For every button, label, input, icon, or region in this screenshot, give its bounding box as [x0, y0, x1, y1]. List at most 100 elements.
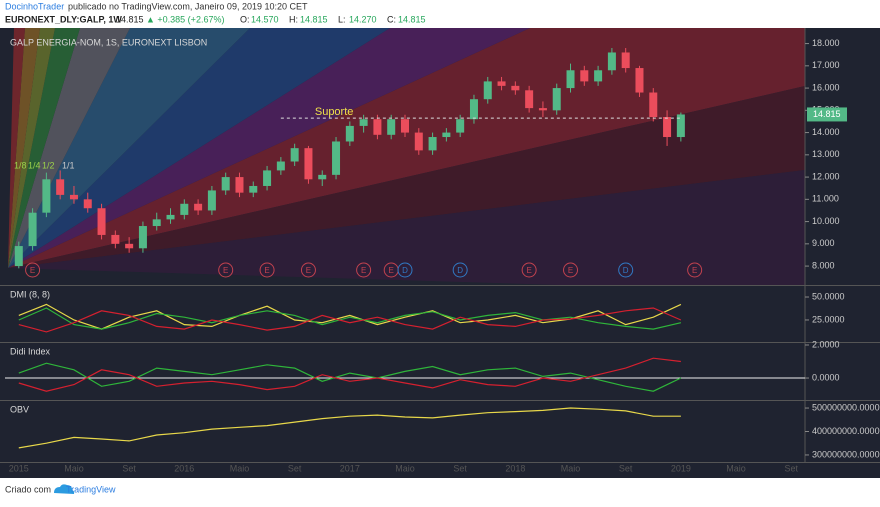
fan-band — [8, 170, 805, 285]
candle-body — [663, 117, 672, 138]
x-tick-label: 2017 — [340, 463, 360, 473]
fan-label: 1/8 — [14, 160, 27, 170]
event-marker — [259, 262, 275, 278]
series-line — [18, 357, 681, 392]
series-line — [18, 307, 682, 330]
candle-body — [359, 119, 368, 126]
y-tick-label: 400000000.0000 — [812, 426, 880, 436]
x-tick-label: 2015 — [9, 463, 29, 473]
candle-body — [28, 212, 37, 247]
candle-body — [469, 99, 478, 120]
ohlc-value: 14.815 — [300, 14, 328, 24]
event-label: E — [692, 266, 697, 275]
y-tick-label: 16.000 — [812, 82, 840, 92]
candle-body — [387, 119, 396, 135]
ohlc-label: L: — [338, 14, 346, 24]
x-tick-label: Set — [784, 463, 798, 473]
y-tick-label: 11.000 — [812, 194, 839, 204]
event-label: E — [389, 266, 394, 275]
x-tick-label: 2016 — [174, 463, 194, 473]
candle-body — [56, 179, 65, 195]
event-marker — [356, 262, 372, 278]
published: publicado no TradingView.com, Janeiro 09… — [68, 1, 308, 11]
y-tick-label: 500000000.0000 — [812, 402, 880, 412]
event-label: E — [30, 266, 35, 275]
candle-body — [401, 119, 409, 133]
support-label: Suporte — [315, 106, 354, 118]
series-line — [18, 362, 682, 392]
change: ▲ +0.385 (+2.67%) — [146, 14, 224, 24]
ohlc-label: O: — [240, 14, 250, 24]
fan-band — [8, 28, 80, 268]
event-marker — [397, 262, 413, 278]
candle-body — [580, 70, 589, 82]
event-marker — [452, 262, 468, 278]
event-label: D — [623, 266, 629, 275]
x-tick-label: Maio — [230, 463, 250, 473]
event-marker — [25, 262, 41, 278]
fan-band — [8, 28, 130, 268]
candle-body — [194, 203, 203, 211]
footer-text: Criado com — [5, 484, 51, 494]
event-label: D — [402, 266, 408, 275]
candle-body — [290, 148, 299, 162]
candle-body — [428, 137, 437, 151]
ohlc-value: 14.270 — [349, 14, 377, 24]
last-price-label: 14.815 — [813, 109, 841, 119]
last-price-box — [807, 107, 847, 122]
candle-body — [607, 52, 616, 71]
candle-body — [125, 243, 134, 249]
y-tick-label: 8.000 — [812, 260, 835, 270]
candle-body — [332, 141, 341, 175]
y-tick-label: 17.000 — [812, 60, 840, 70]
candle-body — [621, 52, 630, 69]
event-label: E — [361, 266, 366, 275]
candle-body — [276, 161, 285, 171]
candle-body — [318, 174, 327, 180]
event-label: E — [568, 266, 573, 275]
panel-title: Didi Index — [10, 346, 51, 356]
candle-body — [649, 92, 658, 118]
event-label: E — [526, 266, 531, 275]
fan-band — [8, 28, 55, 268]
series-line — [18, 307, 682, 333]
candle-body — [594, 70, 603, 82]
y-tick-label: 2.0000 — [812, 339, 840, 349]
candle-body — [345, 125, 354, 142]
brand[interactable]: TradingView — [66, 484, 116, 494]
y-tick-label: 13.000 — [812, 149, 840, 159]
y-tick-label: 9.000 — [812, 238, 835, 248]
fan-band — [8, 28, 390, 268]
x-tick-label: 2018 — [505, 463, 525, 473]
y-tick-label: 300000000.0000 — [812, 449, 880, 459]
candle-body — [511, 85, 520, 91]
symbol: EURONEXT_DLY:GALP, 1W — [5, 14, 122, 24]
fan-label: 1/2 — [42, 160, 55, 170]
ohlc-label: H: — [289, 14, 298, 24]
candle-body — [442, 132, 451, 138]
y-tick-label: 14.000 — [812, 127, 840, 137]
fan-band — [8, 86, 805, 268]
x-tick-label: Maio — [561, 463, 581, 473]
candle-body — [263, 170, 272, 186]
ohlc-value: 14.570 — [251, 14, 279, 24]
candle-body — [14, 246, 23, 267]
candle-body — [373, 119, 382, 135]
author[interactable]: DocinhoTrader — [5, 1, 64, 11]
event-marker — [563, 262, 579, 278]
gann-fan — [8, 28, 805, 285]
candle-body — [83, 199, 92, 209]
candle-body — [152, 219, 161, 227]
x-tick-label: Set — [288, 463, 302, 473]
event-marker — [521, 262, 537, 278]
ohlc-label: C: — [387, 14, 396, 24]
candle-body — [676, 114, 685, 138]
x-tick-label: Maio — [64, 463, 84, 473]
x-tick-label: 2019 — [671, 463, 691, 473]
candle-body — [552, 88, 561, 111]
candle-body — [235, 177, 244, 193]
ohlc-value: 14.815 — [398, 14, 426, 24]
y-tick-label: 10.000 — [812, 216, 840, 226]
candle-body — [456, 119, 465, 133]
